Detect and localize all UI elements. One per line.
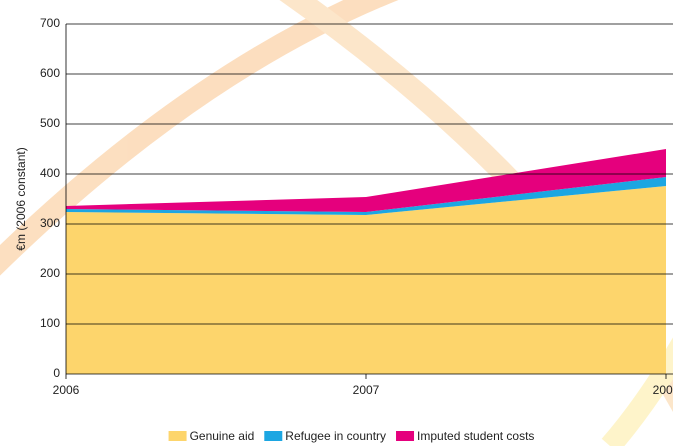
- legend: Genuine aid Refugee in country Imputed stu…: [169, 429, 535, 443]
- y-tick-label: 600: [40, 66, 60, 80]
- x-tick-label: 2006: [53, 383, 80, 397]
- y-tick-label: 200: [40, 266, 60, 280]
- plot-area: [66, 149, 666, 374]
- page: €m (2006 constant) Genuine aid Refugee in…: [0, 0, 673, 446]
- legend-label: Refugee in country: [285, 429, 386, 443]
- y-tick-label: 0: [53, 366, 60, 380]
- y-tick-label: 100: [40, 316, 60, 330]
- legend-swatch: [169, 431, 187, 441]
- y-tick-label: 400: [40, 166, 60, 180]
- legend-swatch: [264, 431, 282, 441]
- legend-swatch: [396, 431, 414, 441]
- x-tick-label: 2008: [653, 383, 673, 397]
- y-axis-label: €m (2006 constant): [14, 147, 28, 250]
- y-tick-label: 700: [40, 16, 60, 30]
- y-tick-label: 500: [40, 116, 60, 130]
- legend-label: Imputed student costs: [417, 429, 534, 443]
- chart: €m (2006 constant) Genuine aid Refugee in…: [0, 0, 673, 446]
- x-tick-label: 2007: [353, 383, 380, 397]
- y-tick-label: 300: [40, 216, 60, 230]
- legend-label: Genuine aid: [190, 429, 255, 443]
